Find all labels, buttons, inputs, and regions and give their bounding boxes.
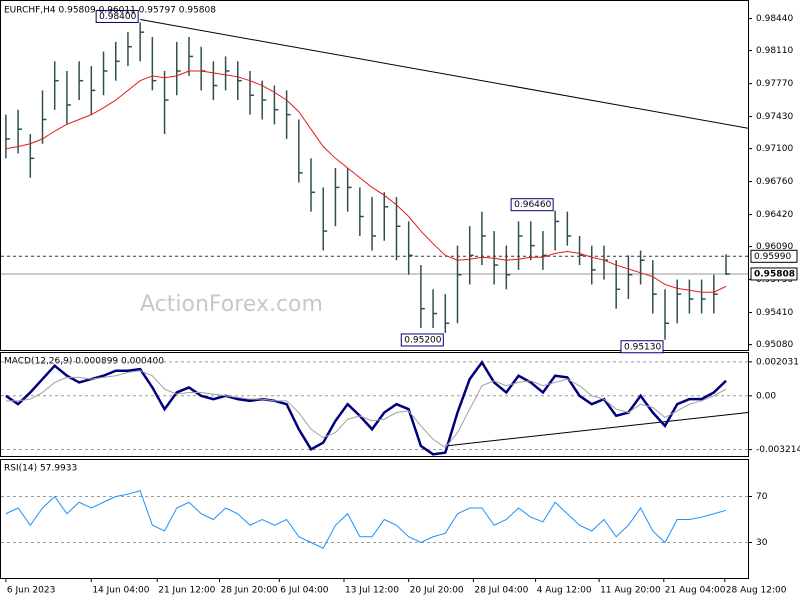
x-tick-label: 14 Jun 04:00 bbox=[92, 586, 149, 596]
x-tick-label: 11 Aug 20:00 bbox=[600, 586, 661, 596]
macd-frame bbox=[0, 352, 749, 457]
price-level-box bbox=[750, 267, 798, 281]
y-tick-label: 0.96760 bbox=[756, 177, 793, 187]
x-tick-label: 21 Jun 12:00 bbox=[158, 586, 215, 596]
y-tick-label: 0.00 bbox=[756, 391, 776, 401]
x-tick-label: 21 Aug 04:00 bbox=[665, 586, 726, 596]
annotation-box bbox=[400, 333, 444, 347]
rsi-frame bbox=[0, 459, 749, 579]
annotation-label: 0.98400 bbox=[99, 12, 136, 22]
moving-average bbox=[5, 70, 727, 293]
annotation-label: 0.95130 bbox=[624, 342, 661, 352]
x-tick-label: 6 Jun 2023 bbox=[7, 586, 55, 596]
x-tick-label: 28 Jun 20:00 bbox=[220, 586, 277, 596]
y-tick-label: -0.003214 bbox=[756, 445, 800, 455]
price-frame bbox=[0, 0, 749, 351]
y-tick-label: 0.002031 bbox=[756, 357, 799, 367]
y-tick-label: 0.98110 bbox=[756, 46, 793, 56]
annotation-box bbox=[95, 9, 139, 23]
y-tick-label: 0.95080 bbox=[756, 340, 793, 350]
price-level-label: 0.95990 bbox=[754, 252, 791, 262]
x-tick-label: 13 Jul 12:00 bbox=[345, 586, 399, 596]
y-tick-label: 30 bbox=[756, 538, 768, 548]
y-tick-label: 0.97430 bbox=[756, 112, 793, 122]
price-level-label: 0.95808 bbox=[754, 269, 795, 279]
x-tick-label: 28 Aug 12:00 bbox=[726, 586, 787, 596]
trendline bbox=[140, 19, 749, 129]
y-tick-label: 0.96090 bbox=[756, 242, 793, 252]
annotation-box bbox=[510, 198, 554, 212]
chart-title: EURCHF,H4 0.95809 0.96011 0.95797 0.9580… bbox=[4, 6, 216, 16]
y-tick-label: 0.98440 bbox=[756, 14, 793, 24]
x-tick-label: 4 Aug 12:00 bbox=[537, 586, 592, 596]
x-tick-label: 28 Jul 04:00 bbox=[474, 586, 528, 596]
x-tick-label: 20 Jul 20:00 bbox=[410, 586, 464, 596]
watermark: ActionForex.com bbox=[140, 292, 323, 317]
rsi-line bbox=[5, 490, 727, 549]
rsi-title: RSI(14) 57.9933 bbox=[4, 464, 77, 474]
y-tick-label: 70 bbox=[756, 492, 768, 502]
y-tick-label: 0.97770 bbox=[756, 79, 793, 89]
macd-line bbox=[5, 360, 727, 456]
annotation-label: 0.96460 bbox=[514, 200, 551, 210]
y-tick-label: 0.96420 bbox=[756, 210, 793, 220]
y-tick-label: 0.95410 bbox=[756, 308, 793, 318]
annotation-label: 0.95200 bbox=[404, 335, 441, 345]
annotation-box bbox=[620, 340, 664, 354]
x-tick-label: 6 Jul 04:00 bbox=[280, 586, 329, 596]
macd-line bbox=[5, 370, 727, 449]
trendline bbox=[445, 412, 749, 447]
price-level-box bbox=[750, 249, 798, 263]
y-tick-label: 0.97100 bbox=[756, 144, 793, 154]
macd-title: MACD(12,26,9) 0.000899 0.000400 bbox=[4, 357, 164, 367]
